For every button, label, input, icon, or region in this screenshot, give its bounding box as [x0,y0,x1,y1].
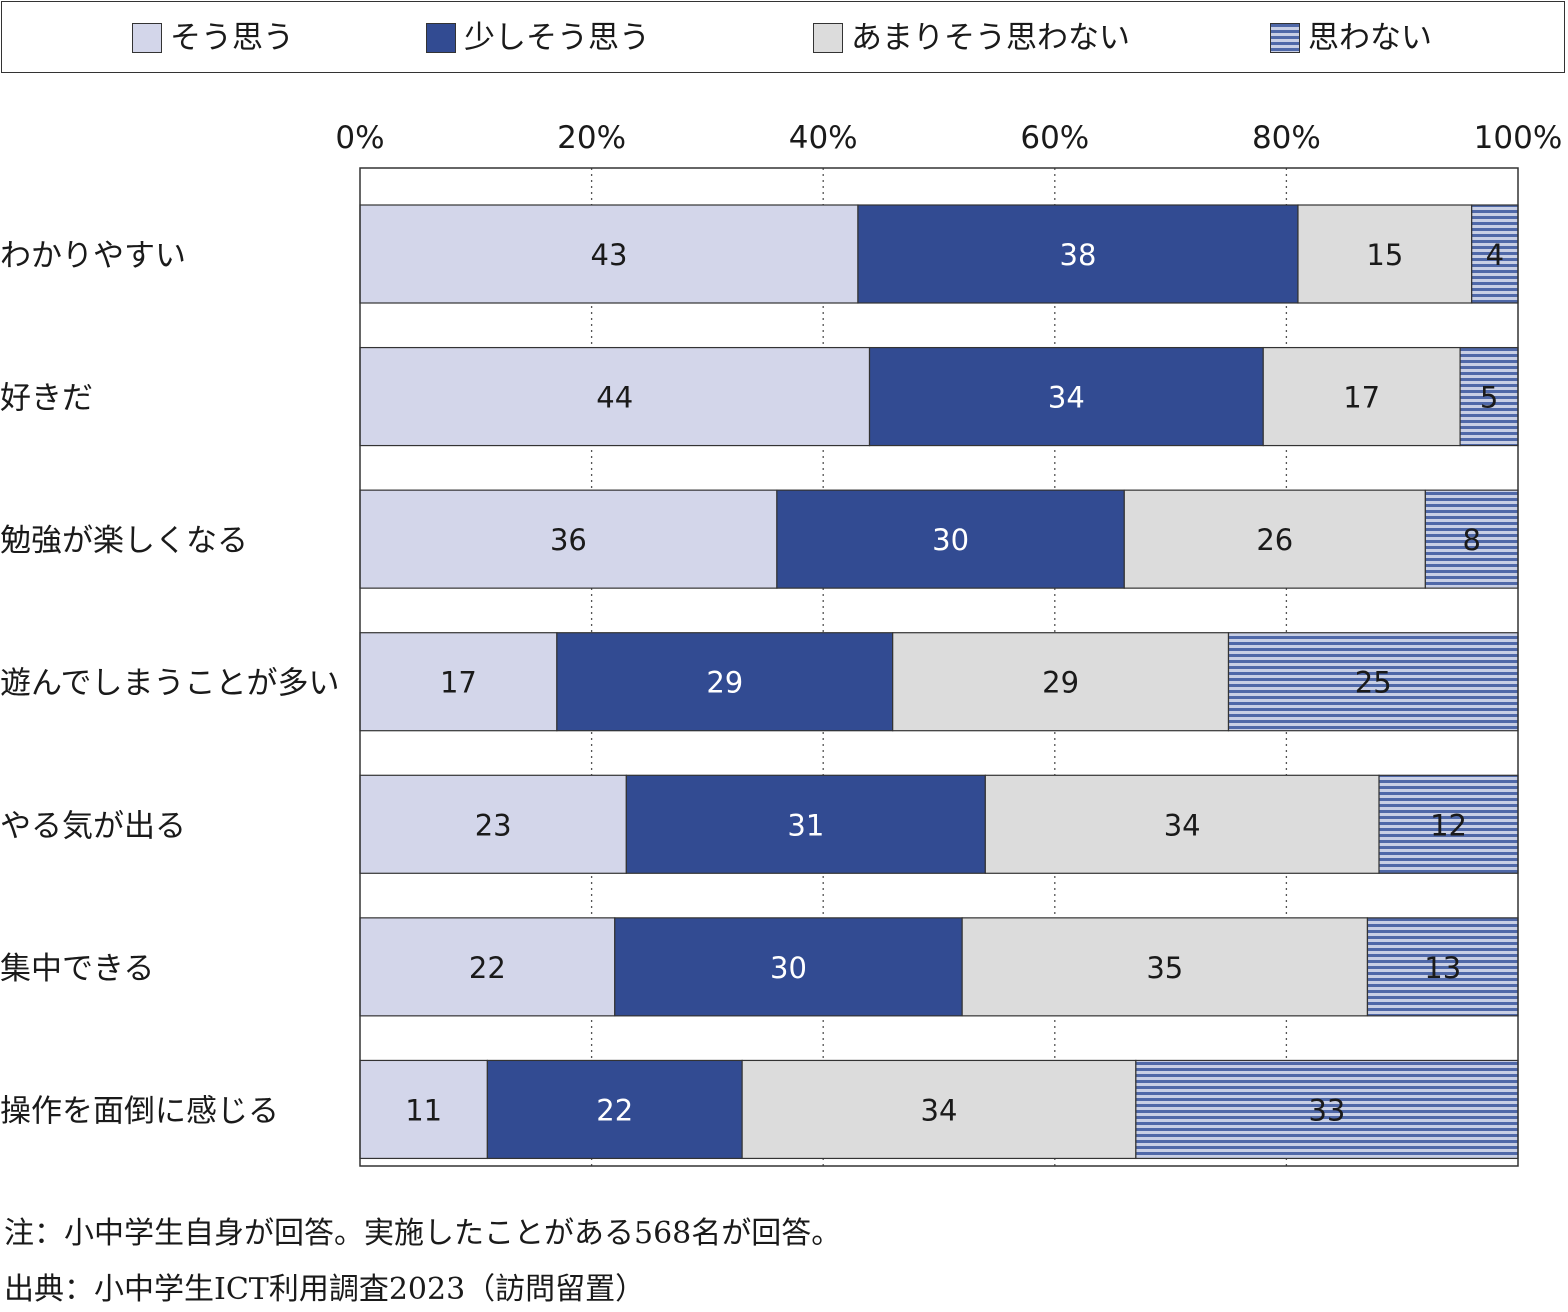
data-label: 22 [469,951,506,985]
bar-segment [359,489,778,589]
data-label: 11 [405,1093,442,1127]
x-tick-label: 80% [1252,120,1321,156]
bar-segment [1366,917,1519,1017]
x-tick-label: 40% [789,120,858,156]
legend-swatch [132,23,162,53]
bar-segment [359,204,859,304]
bar-segment [868,346,1264,447]
category-label: 勉強が楽しくなる [0,523,248,559]
data-label: 4 [1486,238,1504,272]
data-label: 31 [787,808,824,842]
bar-segment [625,774,986,874]
legend-swatch [1270,23,1300,53]
data-label: 43 [591,238,628,272]
legend-label: 思わない [1308,20,1432,56]
data-label: 17 [440,666,477,700]
data-label: 29 [1042,666,1079,700]
data-label: 17 [1343,381,1380,415]
bar-segment [1227,632,1519,732]
x-tick-label: 60% [1020,120,1089,156]
legend-label: そう思う [170,20,294,56]
bar-segment [486,1059,743,1160]
note-text: 注：小中学生自身が回答。実施したことがある568名が回答。 [4,1216,842,1251]
x-tick-label: 20% [557,120,626,156]
data-label: 13 [1424,951,1461,985]
data-label: 34 [921,1093,958,1127]
legend-label: 少しそう思う [464,20,650,56]
legend-item-sou-omou: そう思う [132,18,294,58]
category-label: 集中できる [0,951,154,987]
source-text: 出典：小中学生ICT利用調査2023（訪問留置） [4,1272,646,1307]
data-label: 29 [706,666,743,700]
data-label: 15 [1366,238,1403,272]
legend-label: あまりそう思わない [851,20,1130,56]
bar-segment [1424,489,1519,589]
bar-segment [359,632,558,732]
data-label: 30 [932,523,969,557]
bar-segment [359,1059,488,1160]
bar-segment [359,774,627,874]
legend-item-sukoshi-sou-omou: 少しそう思う [426,18,650,58]
bar-segment [892,632,1230,732]
data-label: 25 [1355,666,1392,700]
bar-segment [961,917,1369,1017]
data-label: 12 [1430,808,1467,842]
bar-segment [1459,346,1519,447]
data-label: 44 [596,381,633,415]
bar-segment [1471,204,1519,304]
bar-segment [857,204,1299,304]
data-label: 36 [550,523,587,557]
bar-segment [1297,204,1473,304]
data-label: 26 [1256,523,1293,557]
x-tick-label: 0% [335,120,384,156]
category-label: わかりやすい [0,238,186,274]
category-label: やる気が出る [0,808,186,844]
legend-item-omowanai: 思わない [1270,18,1432,58]
data-label: 38 [1060,238,1097,272]
legend: そう思う 少しそう思う あまりそう思わない 思わない [1,1,1565,73]
data-label: 23 [475,808,512,842]
category-label: 好きだ [0,381,93,417]
bar-segment [776,489,1125,589]
bar-segment [556,632,894,732]
legend-swatch [426,23,456,53]
bar-segment [1262,346,1461,447]
data-label: 33 [1308,1093,1345,1127]
category-label: 遊んでしまうことが多い [0,666,339,702]
legend-swatch [813,23,843,53]
data-label: 22 [596,1093,633,1127]
bar-segment [1123,489,1426,589]
bar-segment [359,917,616,1017]
bar-segment [741,1059,1137,1160]
data-label: 30 [770,951,807,985]
bar-segment [359,346,871,447]
data-label: 8 [1462,523,1480,557]
data-label: 35 [1146,951,1183,985]
category-label: 操作を面倒に感じる [0,1093,279,1129]
bar-segment [1378,774,1519,874]
plot-frame [359,167,1519,1167]
data-label: 5 [1480,381,1498,415]
legend-item-amari-sou-omowanai: あまりそう思わない [813,18,1130,58]
x-tick-label: 100% [1474,120,1563,156]
data-label: 34 [1048,381,1085,415]
data-label: 34 [1164,808,1201,842]
